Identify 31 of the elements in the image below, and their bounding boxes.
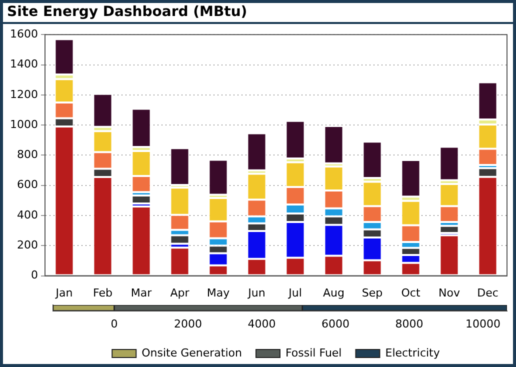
y-tick-label: 200 — [16, 238, 38, 252]
x-tick-label: Aug — [323, 286, 344, 300]
y-tick-label: 1000 — [10, 118, 38, 131]
x-tick-label: 8000 — [395, 317, 424, 330]
x-tick-label: 6000 — [322, 317, 350, 330]
x-tick-label: Jun — [247, 286, 266, 300]
x-tick-label: Dec — [477, 286, 498, 300]
y-tick-label: 0 — [30, 268, 38, 282]
legend-label: Onsite Generation — [142, 346, 242, 360]
x-tick-label: Nov — [438, 286, 460, 300]
x-tick-label: Jan — [54, 286, 73, 300]
x-tick-label: May — [206, 286, 230, 300]
x-tick-label: Feb — [93, 286, 112, 300]
y-tick-label: 800 — [16, 148, 38, 162]
y-tick-label: 600 — [16, 178, 38, 192]
x-tick-label: Apr — [170, 286, 190, 300]
x-tick-label: Jul — [288, 286, 302, 300]
legend-label: Electricity — [385, 346, 440, 360]
y-tick-label: 1600 — [10, 27, 38, 40]
y-tick-label: 400 — [16, 208, 38, 222]
x-tick-label: Oct — [401, 286, 421, 300]
chart-title: Site Energy Dashboard (MBtu) — [7, 4, 248, 20]
x-tick-label: 10000 — [466, 317, 501, 330]
x-tick-label: 2000 — [174, 317, 202, 330]
y-tick-label: 1400 — [10, 58, 38, 71]
x-tick-label: Mar — [130, 286, 152, 300]
x-tick-label: Sep — [362, 286, 383, 300]
x-tick-label: 0 — [110, 317, 118, 330]
y-tick-label: 1200 — [10, 88, 38, 101]
legend-label: Fossil Fuel — [285, 346, 342, 360]
x-tick-label: 4000 — [248, 317, 276, 330]
